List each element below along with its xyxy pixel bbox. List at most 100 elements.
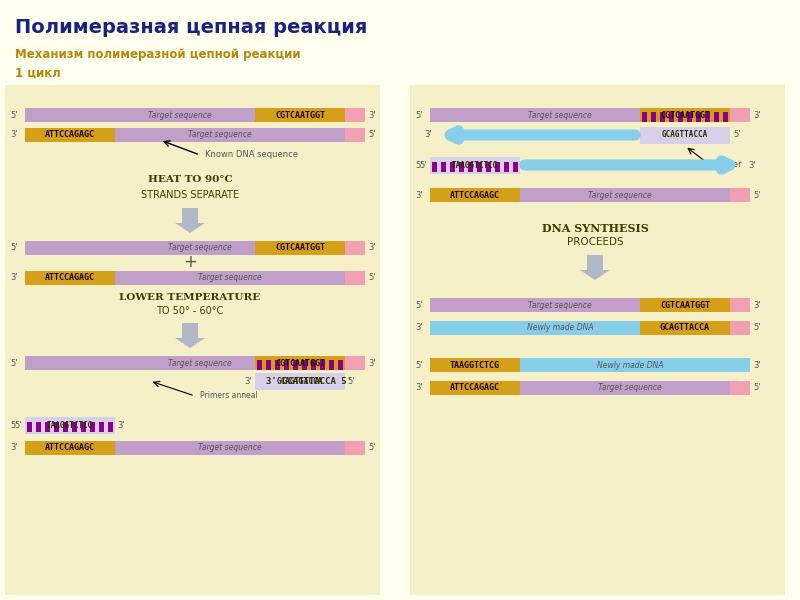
FancyBboxPatch shape (430, 157, 520, 174)
FancyBboxPatch shape (642, 112, 647, 122)
Text: 3' GCAGTTACCA 5': 3' GCAGTTACCA 5' (266, 377, 352, 385)
Text: Target sequence: Target sequence (148, 110, 212, 119)
Text: Primer: Primer (712, 160, 742, 169)
FancyBboxPatch shape (714, 112, 719, 122)
Text: 5': 5' (14, 421, 22, 430)
FancyBboxPatch shape (441, 162, 446, 172)
Text: 5': 5' (733, 130, 741, 139)
Text: 5': 5' (347, 377, 354, 385)
FancyBboxPatch shape (25, 356, 255, 370)
FancyBboxPatch shape (468, 162, 474, 172)
FancyBboxPatch shape (345, 108, 365, 122)
Text: Target sequence: Target sequence (168, 244, 232, 253)
FancyBboxPatch shape (99, 422, 104, 432)
Text: Target sequence: Target sequence (168, 358, 232, 367)
FancyBboxPatch shape (108, 422, 114, 432)
Text: Target sequence: Target sequence (588, 191, 652, 199)
FancyBboxPatch shape (504, 162, 510, 172)
FancyBboxPatch shape (62, 422, 68, 432)
Polygon shape (587, 255, 603, 270)
Text: Target sequence: Target sequence (598, 383, 662, 392)
Text: 3': 3' (753, 110, 761, 119)
FancyBboxPatch shape (345, 356, 365, 370)
FancyBboxPatch shape (45, 422, 50, 432)
Text: 5': 5' (10, 110, 18, 119)
FancyBboxPatch shape (520, 188, 730, 202)
Text: Полимеразная цепная реакция: Полимеразная цепная реакция (15, 18, 367, 37)
FancyBboxPatch shape (494, 162, 500, 172)
FancyBboxPatch shape (430, 188, 520, 202)
Text: GCAGTTACCA: GCAGTTACCA (277, 377, 323, 385)
Polygon shape (175, 338, 205, 348)
Text: Target sequence: Target sequence (188, 130, 252, 139)
Text: ATTCCAGAGC: ATTCCAGAGC (45, 274, 95, 283)
Text: 3': 3' (753, 301, 761, 310)
Text: Known DNA sequence: Known DNA sequence (205, 150, 298, 159)
Text: CGTCAATGGT: CGTCAATGGT (275, 358, 325, 367)
Text: 1 цикл: 1 цикл (15, 67, 61, 80)
FancyBboxPatch shape (345, 128, 365, 142)
Text: TAAGGTCTCG: TAAGGTCTCG (452, 161, 498, 170)
Text: CGTCAATGGT: CGTCAATGGT (275, 110, 325, 119)
Text: 3': 3' (368, 358, 376, 367)
FancyBboxPatch shape (25, 128, 115, 142)
Text: TAAGGTCTCG: TAAGGTCTCG (450, 361, 500, 370)
FancyBboxPatch shape (730, 321, 750, 335)
Text: 3': 3' (10, 130, 18, 139)
FancyBboxPatch shape (293, 360, 298, 370)
Text: 5': 5' (415, 110, 422, 119)
FancyBboxPatch shape (302, 360, 307, 370)
FancyBboxPatch shape (345, 441, 365, 455)
Text: 5': 5' (415, 361, 422, 370)
FancyBboxPatch shape (430, 108, 640, 122)
FancyBboxPatch shape (520, 381, 730, 395)
FancyBboxPatch shape (640, 298, 730, 312)
Text: 5': 5' (10, 358, 18, 367)
FancyBboxPatch shape (255, 241, 345, 255)
FancyBboxPatch shape (345, 241, 365, 255)
Text: TAAGGTCTCG: TAAGGTCTCG (47, 421, 93, 430)
Text: 3': 3' (748, 161, 756, 170)
Text: 3': 3' (753, 361, 761, 370)
FancyBboxPatch shape (640, 127, 730, 144)
Text: 3': 3' (630, 130, 637, 139)
FancyBboxPatch shape (81, 422, 86, 432)
Text: GCAGTTACCA: GCAGTTACCA (660, 323, 710, 332)
Text: 5': 5' (415, 301, 422, 310)
Text: DNA SYNTHESIS: DNA SYNTHESIS (542, 223, 648, 233)
FancyBboxPatch shape (486, 162, 491, 172)
Text: 3': 3' (117, 421, 125, 430)
Text: ATTCCAGAGC: ATTCCAGAGC (450, 191, 500, 199)
FancyBboxPatch shape (705, 112, 710, 122)
FancyBboxPatch shape (275, 360, 280, 370)
FancyBboxPatch shape (430, 381, 520, 395)
FancyBboxPatch shape (115, 271, 345, 285)
Text: 3': 3' (415, 383, 422, 392)
Text: LOWER TEMPERATURE: LOWER TEMPERATURE (119, 292, 261, 301)
Text: Механизм полимеразной цепной реакции: Механизм полимеразной цепной реакции (15, 48, 301, 61)
FancyBboxPatch shape (72, 422, 77, 432)
Text: 5': 5' (419, 161, 427, 170)
Text: Target sequence: Target sequence (528, 301, 592, 310)
FancyBboxPatch shape (669, 112, 674, 122)
FancyBboxPatch shape (651, 112, 656, 122)
FancyBboxPatch shape (678, 112, 683, 122)
Text: CGTCAATGGT: CGTCAATGGT (275, 244, 325, 253)
FancyBboxPatch shape (730, 381, 750, 395)
FancyBboxPatch shape (338, 360, 343, 370)
Text: 3': 3' (368, 244, 376, 253)
FancyBboxPatch shape (25, 271, 115, 285)
Text: 5': 5' (368, 130, 375, 139)
Text: 3': 3' (424, 130, 432, 139)
Text: 3': 3' (10, 274, 18, 283)
FancyBboxPatch shape (25, 441, 115, 455)
Text: +: + (183, 253, 197, 271)
FancyBboxPatch shape (640, 321, 730, 335)
FancyBboxPatch shape (27, 422, 32, 432)
Text: 5': 5' (415, 161, 422, 170)
Text: Target sequence: Target sequence (198, 443, 262, 452)
Text: 5': 5' (368, 274, 375, 283)
Text: GCAGTTACCA: GCAGTTACCA (662, 130, 708, 139)
FancyBboxPatch shape (5, 85, 380, 595)
Polygon shape (175, 223, 205, 233)
